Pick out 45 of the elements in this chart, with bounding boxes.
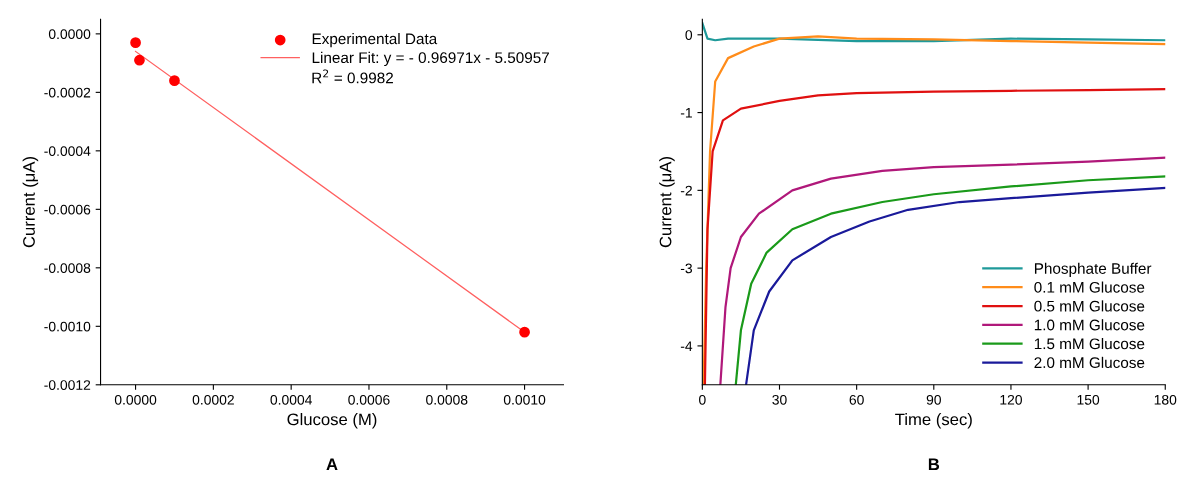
legend-label: 2.0 mM Glucose	[1034, 356, 1145, 369]
y-axis-title: Current (μA)	[22, 157, 39, 248]
x-tick-label: 0.0000	[114, 394, 157, 405]
y-tick-label: -4	[680, 341, 693, 351]
legend-label: 0.5 mM Glucose	[1034, 300, 1145, 312]
y-tick-label: -0.0008	[44, 263, 91, 273]
x-tick-label: 0.0008	[426, 394, 468, 405]
y-tick-label: -0.0012	[44, 380, 91, 390]
y-tick-label: 0.0000	[48, 29, 91, 40]
point	[130, 37, 141, 48]
x-tick-label: 150	[1077, 394, 1100, 405]
legend-label: Phosphate Buffer	[1034, 262, 1152, 277]
x-tick-label: 0.0004	[270, 394, 312, 405]
y-tick-label: -1	[680, 108, 692, 118]
point	[519, 326, 530, 338]
y-tick-label: -0.0004	[44, 146, 91, 157]
y-tick-label: -0.0002	[44, 87, 91, 98]
x-axis-title: Glucose (M)	[287, 413, 377, 429]
y-tick-label: 0	[685, 30, 693, 40]
x-axis-title: Time (sec)	[895, 413, 972, 429]
point	[169, 75, 180, 87]
x-tick-label: 30	[772, 394, 787, 405]
legend-label: 0.1 mM Glucose	[1034, 281, 1145, 293]
x-tick-label: 0.0002	[192, 394, 234, 405]
y-axis-title: Current (μA)	[659, 157, 675, 248]
y-tick-label: -0.0006	[44, 204, 91, 215]
text: A	[326, 458, 338, 470]
x-tick-label: 90	[926, 394, 941, 405]
y-tick-label: -3	[680, 263, 693, 274]
x-tick-label: 0	[699, 394, 706, 405]
x-tick-label: 0.0006	[348, 394, 390, 405]
x-tick-label: 60	[849, 394, 864, 405]
line-series	[702, 22, 1166, 43]
text: B	[928, 458, 940, 470]
point	[134, 54, 145, 66]
y-tick-label: -0.0010	[44, 321, 91, 332]
annotation: R$^{2}$ = 0.9982	[312, 69, 393, 84]
legend-label: Linear Fit: y = - 0.96971x - 5.50957	[312, 51, 549, 67]
x-tick-label: 180	[1154, 394, 1177, 405]
x-tick-label: 120	[1000, 394, 1022, 405]
legend-label: Experimental Data	[312, 32, 438, 48]
y-tick-label: -2	[680, 185, 692, 196]
legend-label: 1.5 mM Glucose	[1034, 337, 1145, 350]
x-tick-label: 0.0010	[503, 394, 546, 405]
legend-label: 1.0 mM Glucose	[1034, 319, 1145, 331]
